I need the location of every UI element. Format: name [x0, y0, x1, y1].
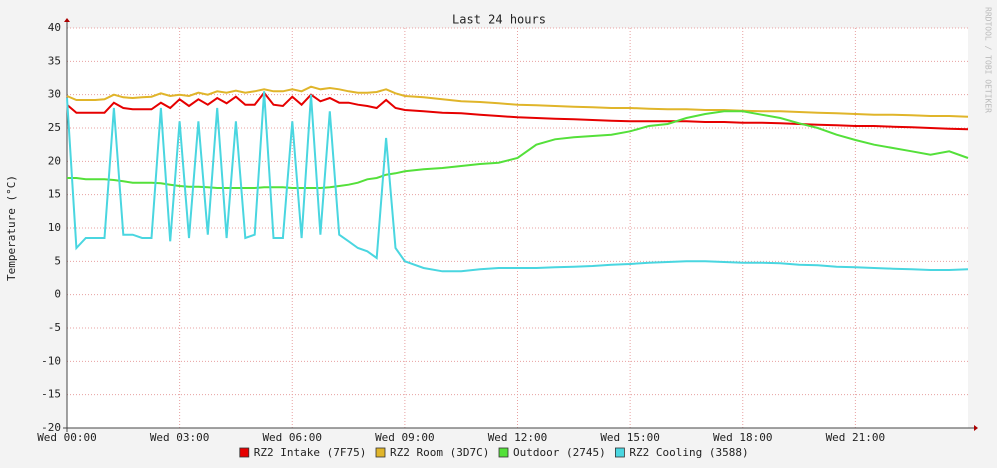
legend-label: RZ2 Room (3D7C)	[390, 446, 489, 459]
y-axis-label: Temperature (°C)	[5, 175, 18, 281]
y-tick-label: -15	[41, 388, 61, 401]
series-line	[66, 91, 969, 273]
legend-label: RZ2 Cooling (3588)	[629, 446, 748, 459]
legend-swatch	[375, 447, 386, 458]
legend-swatch	[615, 447, 625, 458]
watermark: RRDTOOL / TOBI OETIKER	[984, 7, 993, 113]
y-tick-label: 10	[48, 221, 61, 234]
series-line	[66, 91, 969, 131]
x-tick-label: Wed 00:00	[37, 431, 97, 444]
x-tick-label: Wed 06:00	[262, 431, 322, 444]
y-tick-label: 25	[48, 121, 61, 134]
axis-arrow	[974, 425, 978, 431]
legend-label: Outdoor (2745)	[513, 446, 606, 459]
legend-label: RZ2 Intake (7F75)	[254, 446, 367, 459]
axis-arrow	[64, 18, 70, 22]
y-tick-label: 0	[54, 288, 61, 301]
y-tick-label: 20	[48, 154, 61, 167]
y-tick-label: 30	[48, 88, 61, 101]
y-tick-label: 15	[48, 188, 61, 201]
chart-title: Last 24 hours	[452, 13, 546, 27]
series-line	[67, 110, 969, 189]
x-tick-label: Wed 21:00	[826, 431, 886, 444]
y-tick-label: 40	[48, 21, 61, 34]
y-tick-label: -5	[48, 321, 61, 334]
x-tick-label: Wed 18:00	[713, 431, 773, 444]
x-tick-label: Wed 03:00	[150, 431, 210, 444]
x-tick-label: Wed 09:00	[375, 431, 435, 444]
series-line	[66, 85, 969, 118]
legend-swatch	[239, 447, 250, 458]
y-tick-label: 35	[48, 54, 61, 67]
legend-swatch	[498, 447, 509, 458]
x-tick-label: Wed 12:00	[488, 431, 548, 444]
x-tick-label: Wed 15:00	[600, 431, 660, 444]
y-tick-label: -20	[41, 421, 61, 434]
y-tick-label: 5	[54, 254, 61, 267]
y-tick-label: -10	[41, 354, 61, 367]
